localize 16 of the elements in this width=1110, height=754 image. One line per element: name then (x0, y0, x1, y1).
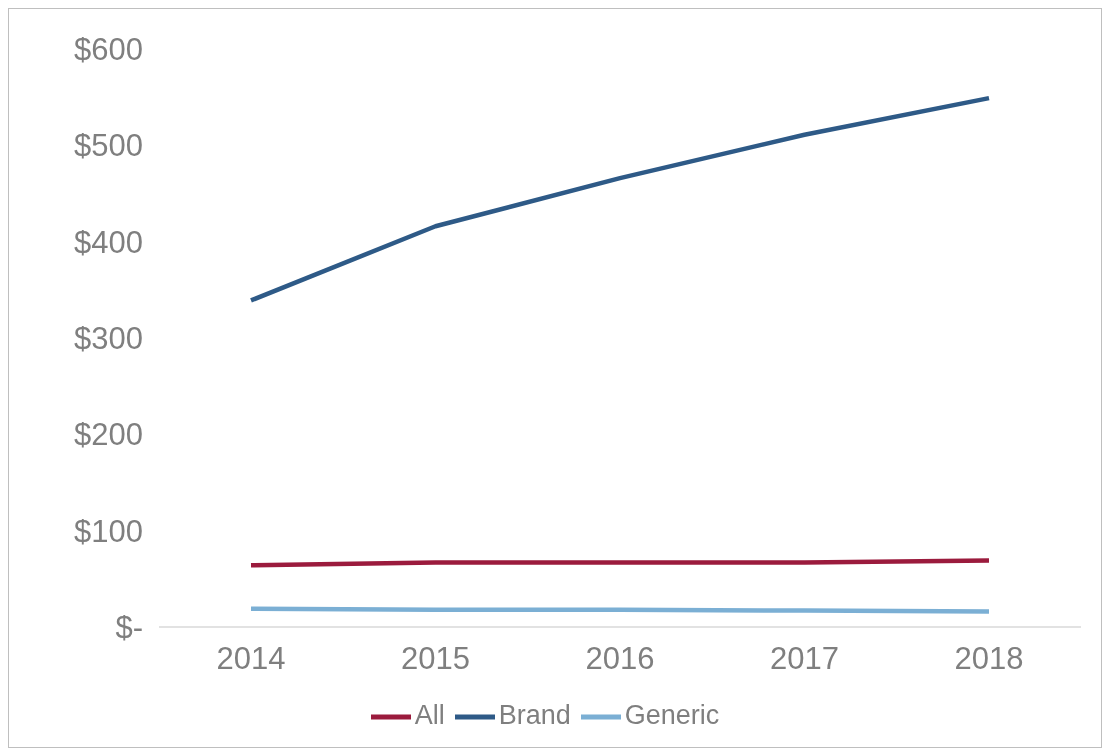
legend-label: All (414, 700, 445, 731)
y-tick-label: $300 (74, 321, 143, 357)
legend-label: Brand (498, 700, 571, 731)
line-series (248, 95, 992, 303)
y-tick-label: $- (115, 610, 143, 646)
x-tick-label: 2017 (770, 641, 839, 677)
x-tick-label: 2016 (585, 641, 655, 677)
x-tick-label: 2014 (216, 641, 286, 677)
y-tick-label: $400 (74, 224, 143, 260)
y-tick-label: $200 (74, 417, 143, 453)
y-tick-label: $500 (74, 128, 143, 164)
x-tick-label: 2018 (954, 641, 1024, 677)
legend-label: Generic (624, 700, 720, 731)
y-tick-label: $100 (74, 513, 143, 549)
x-tick-label: 2015 (401, 641, 470, 677)
y-tick-label: $600 (74, 32, 143, 68)
